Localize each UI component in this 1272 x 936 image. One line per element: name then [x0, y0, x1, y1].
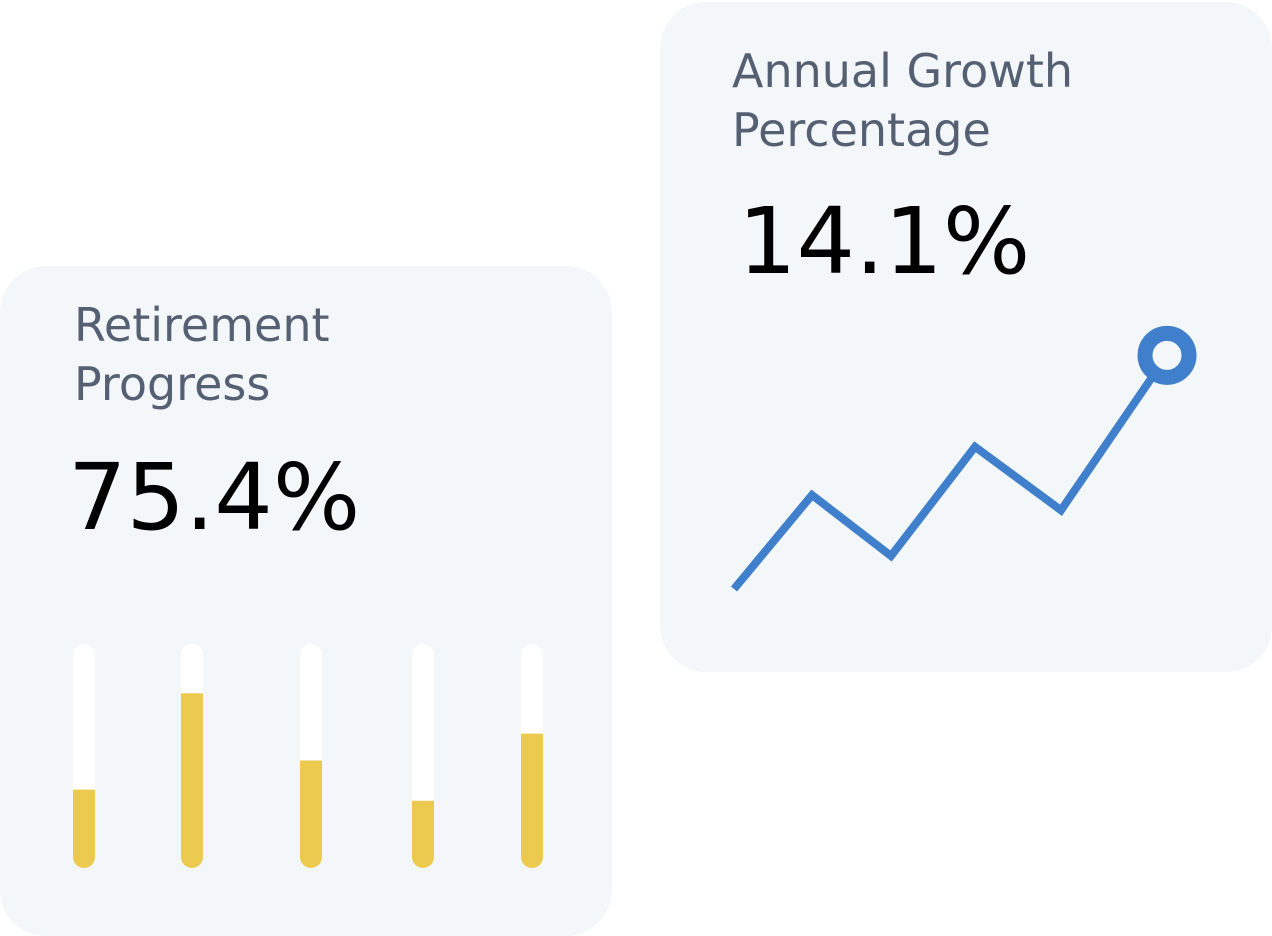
- bar-group-4: [412, 644, 434, 868]
- bar-group-2: [181, 644, 203, 868]
- growth-title-line2: Percentage: [732, 103, 991, 157]
- retirement-title-line1: Retirement: [74, 298, 330, 352]
- bar-4: [412, 800, 434, 868]
- growth-series-line: [730, 353, 1171, 592]
- bar-3: [300, 760, 322, 868]
- retirement-progress-bar-chart: [73, 644, 543, 868]
- growth-title-line1: Annual Growth: [732, 44, 1074, 98]
- retirement-progress-title: Retirement Progress: [74, 296, 330, 414]
- bar-group-5: [521, 644, 543, 868]
- retirement-progress-card: Retirement Progress 75.4%: [0, 266, 612, 936]
- annual-growth-title: Annual Growth Percentage: [732, 42, 1073, 160]
- bar-group-3: [300, 644, 322, 868]
- bar-5: [521, 733, 543, 868]
- retirement-progress-value: 75.4%: [68, 444, 361, 551]
- bar-1: [73, 789, 95, 868]
- retirement-title-line2: Progress: [74, 357, 271, 411]
- annual-growth-line-chart: [730, 325, 1197, 592]
- annual-growth-card: Annual Growth Percentage 14.1%: [660, 2, 1272, 672]
- bar-group-1: [73, 644, 95, 868]
- bar-2: [181, 693, 203, 868]
- annual-growth-value: 14.1%: [738, 188, 1031, 295]
- growth-last-point-marker: [1137, 325, 1197, 385]
